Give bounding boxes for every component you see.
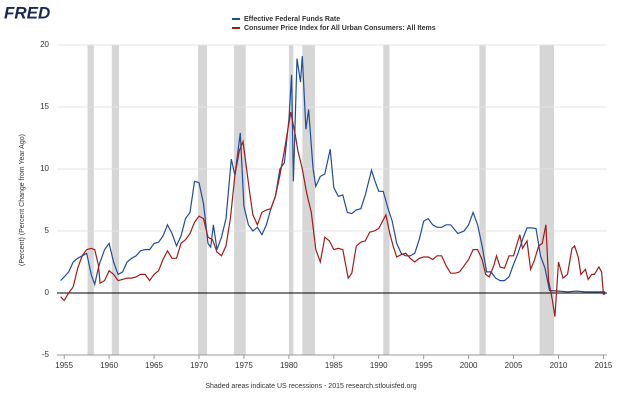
x-tick-label: 1965 — [145, 361, 163, 370]
x-tick-label: 2005 — [505, 361, 523, 370]
x-tick-label: 1980 — [280, 361, 298, 370]
y-tick-label: 10 — [40, 164, 49, 173]
recession-band — [234, 45, 246, 355]
series-line — [60, 111, 606, 317]
x-tick-label: 2000 — [460, 361, 478, 370]
logo: FRED — [4, 3, 50, 22]
y-tick-label: 5 — [45, 226, 50, 235]
x-tick-label: 2010 — [550, 361, 568, 370]
y-axis-label: (Percent) (Percent Change from Year Ago) — [19, 134, 26, 266]
x-tick-label: 1995 — [415, 361, 433, 370]
y-tick-label: 0 — [45, 288, 50, 297]
x-tick-label: 2015 — [595, 361, 613, 370]
recession-band — [479, 45, 486, 355]
footer: Shaded areas indicate US recessions - 20… — [205, 383, 416, 390]
y-tick-label: -5 — [42, 350, 50, 359]
x-tick-label: 1975 — [235, 361, 253, 370]
x-tick-label: 1990 — [370, 361, 388, 370]
legend-label: Consumer Price Index for All Urban Consu… — [244, 25, 436, 32]
x-tick-label: 1960 — [100, 361, 118, 370]
y-tick-label: 15 — [40, 102, 49, 111]
y-tick-label: 20 — [40, 40, 49, 49]
recession-band — [111, 45, 120, 355]
x-tick-label: 1955 — [55, 361, 73, 370]
legend-label: Effective Federal Funds Rate — [244, 16, 340, 23]
recession-band — [288, 45, 294, 355]
x-tick-label: 1970 — [190, 361, 208, 370]
recession-band — [539, 45, 554, 355]
series-line — [60, 56, 606, 293]
x-tick-label: 1985 — [325, 361, 343, 370]
recession-band — [87, 45, 94, 355]
recession-band — [383, 45, 390, 355]
